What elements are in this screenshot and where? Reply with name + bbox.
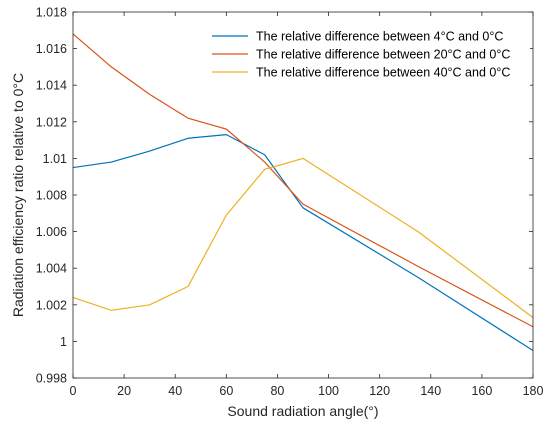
legend-box: [206, 26, 530, 86]
legend-label: The relative difference between 20°C and…: [256, 48, 510, 62]
x-tick-label: 160: [471, 384, 492, 398]
legend-label: The relative difference between 4°C and …: [256, 30, 503, 44]
legend: The relative difference between 4°C and …: [206, 26, 530, 86]
series-layer: [72, 33, 534, 352]
x-tick-label: 120: [369, 384, 390, 398]
x-tick-label: 140: [420, 384, 441, 398]
y-tick-label: 1.018: [36, 6, 67, 20]
y-tick-label: 1.016: [36, 42, 67, 56]
x-tick-label: 60: [219, 384, 233, 398]
x-axis-label: Sound radiation angle(°): [227, 403, 378, 419]
x-tick-label: 40: [168, 384, 182, 398]
x-tick-label: 0: [70, 384, 77, 398]
y-tick-label: 1.014: [36, 79, 67, 93]
series-line-3: [72, 157, 534, 319]
y-axis-label: Radiation efficiency ratio relative to 0…: [10, 73, 26, 317]
x-tick-label: 100: [318, 384, 339, 398]
y-tick-label: 1: [60, 335, 67, 349]
x-tick-label: 80: [270, 384, 284, 398]
y-tick-label: 1.002: [36, 298, 67, 312]
x-tick-label: 20: [117, 384, 131, 398]
legend-label: The relative difference between 40°C and…: [256, 66, 510, 80]
y-tick-label: 1.01: [43, 152, 67, 166]
y-tick-label: 1.008: [36, 189, 67, 203]
y-tick-label: 1.004: [36, 262, 67, 276]
series-line-2: [72, 33, 534, 328]
series-line-1: [72, 134, 534, 352]
x-tick-label: 180: [523, 384, 544, 398]
y-tick-label: 0.998: [36, 372, 67, 386]
y-tick-label: 1.006: [36, 225, 67, 239]
axes-layer: 0 20 40 60 80 100 120 140 160 180 0.998 1 1.002 1.004…: [36, 6, 544, 399]
y-tick-label: 1.012: [36, 115, 67, 129]
